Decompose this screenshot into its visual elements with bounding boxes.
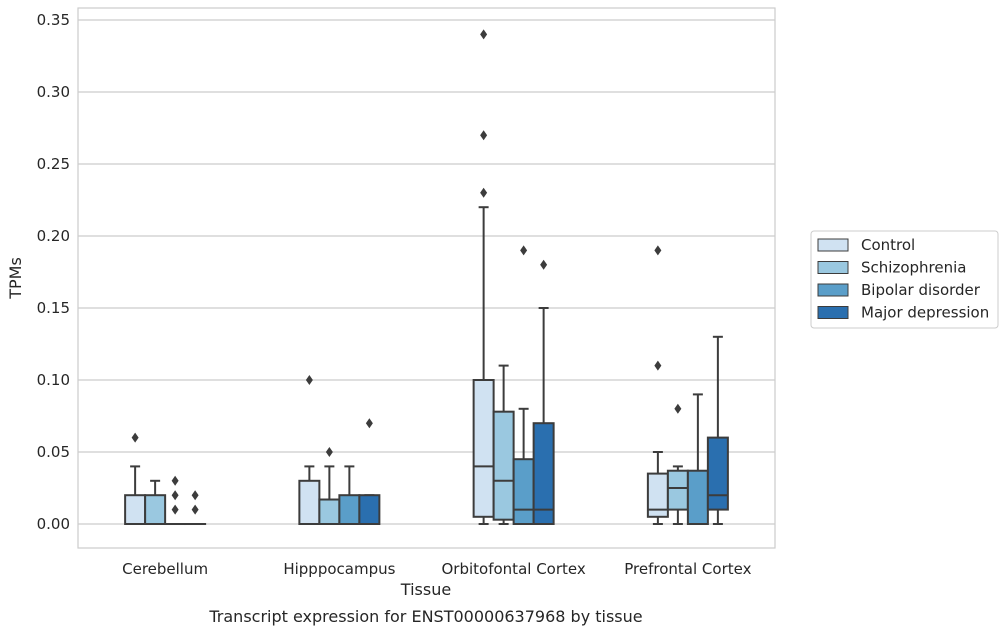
box-iqr [144, 494, 167, 526]
y-axis: 0.00 0.05 0.10 0.15 0.20 0.25 0.30 0.35 [37, 11, 70, 533]
plot-area [77, 7, 776, 549]
box-major-depression [706, 335, 729, 525]
box-major-depression [358, 418, 381, 526]
box-major-depression [532, 259, 555, 526]
chart-caption: Transcript expression for ENST0000063796… [208, 607, 642, 626]
legend-label: Schizophrenia [861, 259, 966, 277]
box-iqr [298, 479, 321, 525]
y-tick-label: 0.20 [37, 227, 70, 245]
y-tick-label: 0.10 [37, 371, 70, 389]
y-tick-label: 0.25 [37, 155, 70, 173]
outlier-point [674, 403, 682, 414]
outlier-point [171, 490, 179, 501]
boxes [124, 29, 729, 526]
box-iqr [338, 494, 361, 526]
x-tick-label: Prefrontal Cortex [624, 560, 751, 578]
x-tick-label: Orbitofontal Cortex [442, 560, 586, 578]
box-major-depression [184, 490, 207, 526]
box-iqr [492, 410, 515, 521]
legend-swatch [817, 261, 849, 274]
box-iqr [318, 498, 341, 525]
outlier-point [480, 29, 488, 40]
outlier-point [171, 504, 179, 515]
y-tick-label: 0.00 [37, 515, 70, 533]
x-axis: Cerebellum Hipppocampus Orbitofontal Corte… [122, 560, 751, 578]
legend-label: Major depression [861, 304, 989, 322]
box-bipolar-disorder [686, 393, 709, 525]
legend: Control Schizophrenia Bipolar disorder Majo… [810, 230, 999, 329]
outlier-point [654, 360, 662, 371]
box-iqr [706, 436, 729, 511]
outlier-point [540, 259, 548, 270]
legend-frame [810, 230, 999, 329]
y-tick-label: 0.35 [37, 11, 70, 29]
legend-label: Bipolar disorder [861, 281, 981, 299]
box-control [472, 29, 495, 525]
x-axis-label: Tissue [400, 580, 451, 599]
box-iqr [666, 469, 689, 511]
box-schizophrenia [144, 479, 167, 526]
outlier-point [191, 490, 199, 501]
y-axis-label: TPMs [6, 257, 25, 300]
outlier-point [520, 245, 528, 256]
box-iqr [472, 379, 495, 518]
legend-swatch [817, 306, 849, 319]
box-iqr [358, 494, 381, 526]
outlier-point [365, 418, 373, 429]
box-control [124, 432, 147, 526]
box-iqr [686, 469, 709, 525]
x-tick-label: Cerebellum [122, 560, 208, 578]
box-bipolar-disorder [512, 245, 535, 526]
outlier-point [480, 187, 488, 198]
y-tick-label: 0.05 [37, 443, 70, 461]
legend-swatch [817, 283, 849, 297]
x-tick-label: Hipppocampus [283, 560, 395, 578]
box-iqr [532, 422, 555, 526]
outlier-point [325, 447, 333, 457]
y-tick-label: 0.30 [37, 83, 70, 101]
box-iqr [124, 494, 147, 526]
legend-swatch [817, 238, 849, 252]
box-iqr [512, 458, 535, 526]
outlier-point [654, 245, 662, 256]
outlier-point [305, 375, 313, 385]
box-schizophrenia [318, 447, 341, 525]
grid [78, 19, 775, 525]
outlier-point [480, 130, 488, 141]
outlier-point [131, 432, 139, 443]
legend-label: Control [861, 236, 915, 254]
y-tick-label: 0.15 [37, 299, 70, 317]
outlier-point [191, 504, 199, 515]
outlier-point [171, 475, 179, 486]
